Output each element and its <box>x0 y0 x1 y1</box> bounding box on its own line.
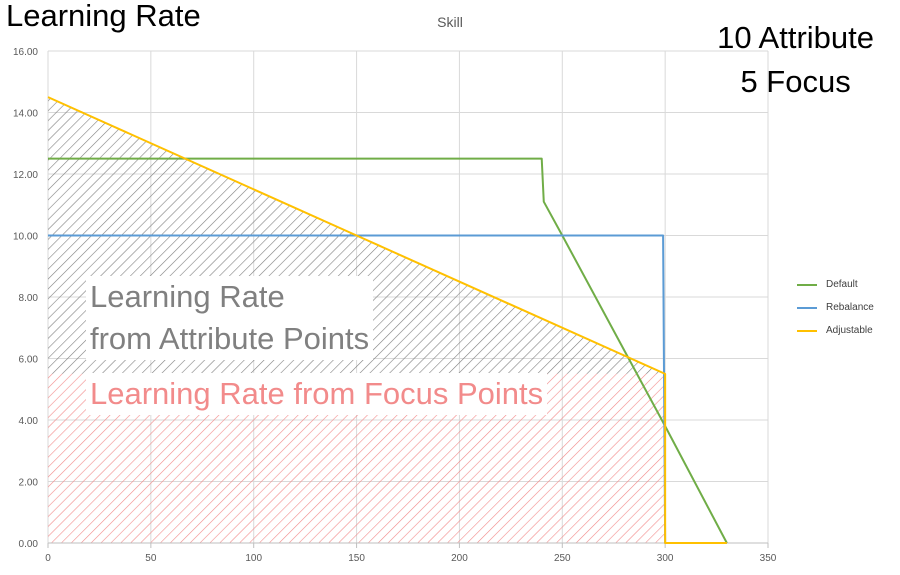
attribute-annotation-line1: Learning Rate <box>90 279 285 314</box>
legend-item-rebalance: Rebalance <box>797 296 874 319</box>
y-tick-label: 6.00 <box>19 355 39 366</box>
legend-item-default: Default <box>797 273 874 296</box>
y-tick-label: 14.00 <box>13 109 38 120</box>
x-tick-label: 350 <box>760 553 777 564</box>
attribute-annotation: Learning Rate from Attribute Points <box>86 276 374 360</box>
x-tick-label: 150 <box>348 553 365 564</box>
series-line-default <box>48 157 728 544</box>
legend: Default Rebalance Adjustable <box>797 273 874 342</box>
page-title: Learning Rate <box>6 0 201 33</box>
legend-item-adjustable: Adjustable <box>797 319 874 342</box>
x-tick-label: 0 <box>45 553 51 564</box>
chart-title: Skill <box>437 14 463 30</box>
legend-label-adjustable: Adjustable <box>826 325 873 336</box>
legend-label-default: Default <box>826 279 858 290</box>
y-tick-label: 12.00 <box>13 170 38 181</box>
legend-swatch-default <box>797 283 817 286</box>
focus-annotation: Learning Rate from Focus Points <box>86 373 548 415</box>
y-tick-label: 2.00 <box>19 478 39 489</box>
y-tick-label: 10.00 <box>13 232 38 243</box>
series-line-adjustable <box>47 96 727 544</box>
note-focus: 5 Focus <box>740 64 851 99</box>
legend-swatch-rebalance <box>797 306 817 309</box>
y-tick-label: 4.00 <box>19 416 39 427</box>
x-tick-label: 200 <box>451 553 468 564</box>
y-tick-label: 0.00 <box>19 539 39 550</box>
y-tick-label: 8.00 <box>19 293 39 304</box>
legend-label-rebalance: Rebalance <box>826 302 874 313</box>
note-attribute: 10 Attribute <box>717 20 874 55</box>
x-tick-label: 100 <box>245 553 262 564</box>
axes: 0 50 100 150 200 250 300 350 0.00 2.00 4.00 6.00 8.0… <box>13 47 777 564</box>
x-tick-label: 250 <box>554 553 571 564</box>
attribute-annotation-line2: from Attribute Points <box>90 321 370 356</box>
x-tick-label: 50 <box>145 553 157 564</box>
focus-shaded-region <box>48 373 666 543</box>
corner-note: 10 Attribute 5 Focus <box>717 16 874 104</box>
legend-swatch-adjustable <box>797 329 817 332</box>
series-lines <box>47 96 728 544</box>
y-tick-label: 16.00 <box>13 47 38 58</box>
x-tick-label: 300 <box>657 553 674 564</box>
